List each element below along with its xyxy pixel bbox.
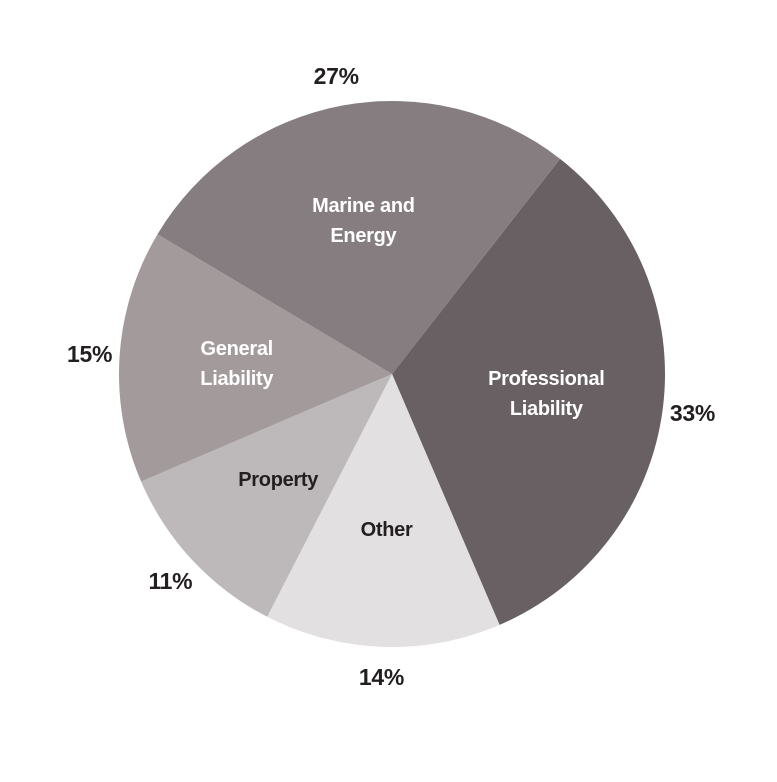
value-label: 14%	[358, 663, 404, 690]
pie-slice	[119, 234, 392, 482]
pie-slice	[141, 374, 392, 617]
value-label: 27%	[313, 62, 359, 89]
pie-slice	[157, 101, 561, 374]
value-label: 33%	[669, 399, 716, 426]
slice-label: Other	[360, 518, 413, 541]
slice-label: Professional Liability	[488, 368, 605, 421]
slice-label: Property	[238, 469, 319, 492]
value-label: 15%	[67, 340, 113, 367]
pie-slice	[267, 374, 500, 647]
value-label: 11%	[148, 567, 193, 594]
slice-label: General Liability	[200, 337, 274, 390]
pie-slice	[392, 158, 666, 625]
slice-label: Marine and Energy	[312, 195, 415, 248]
